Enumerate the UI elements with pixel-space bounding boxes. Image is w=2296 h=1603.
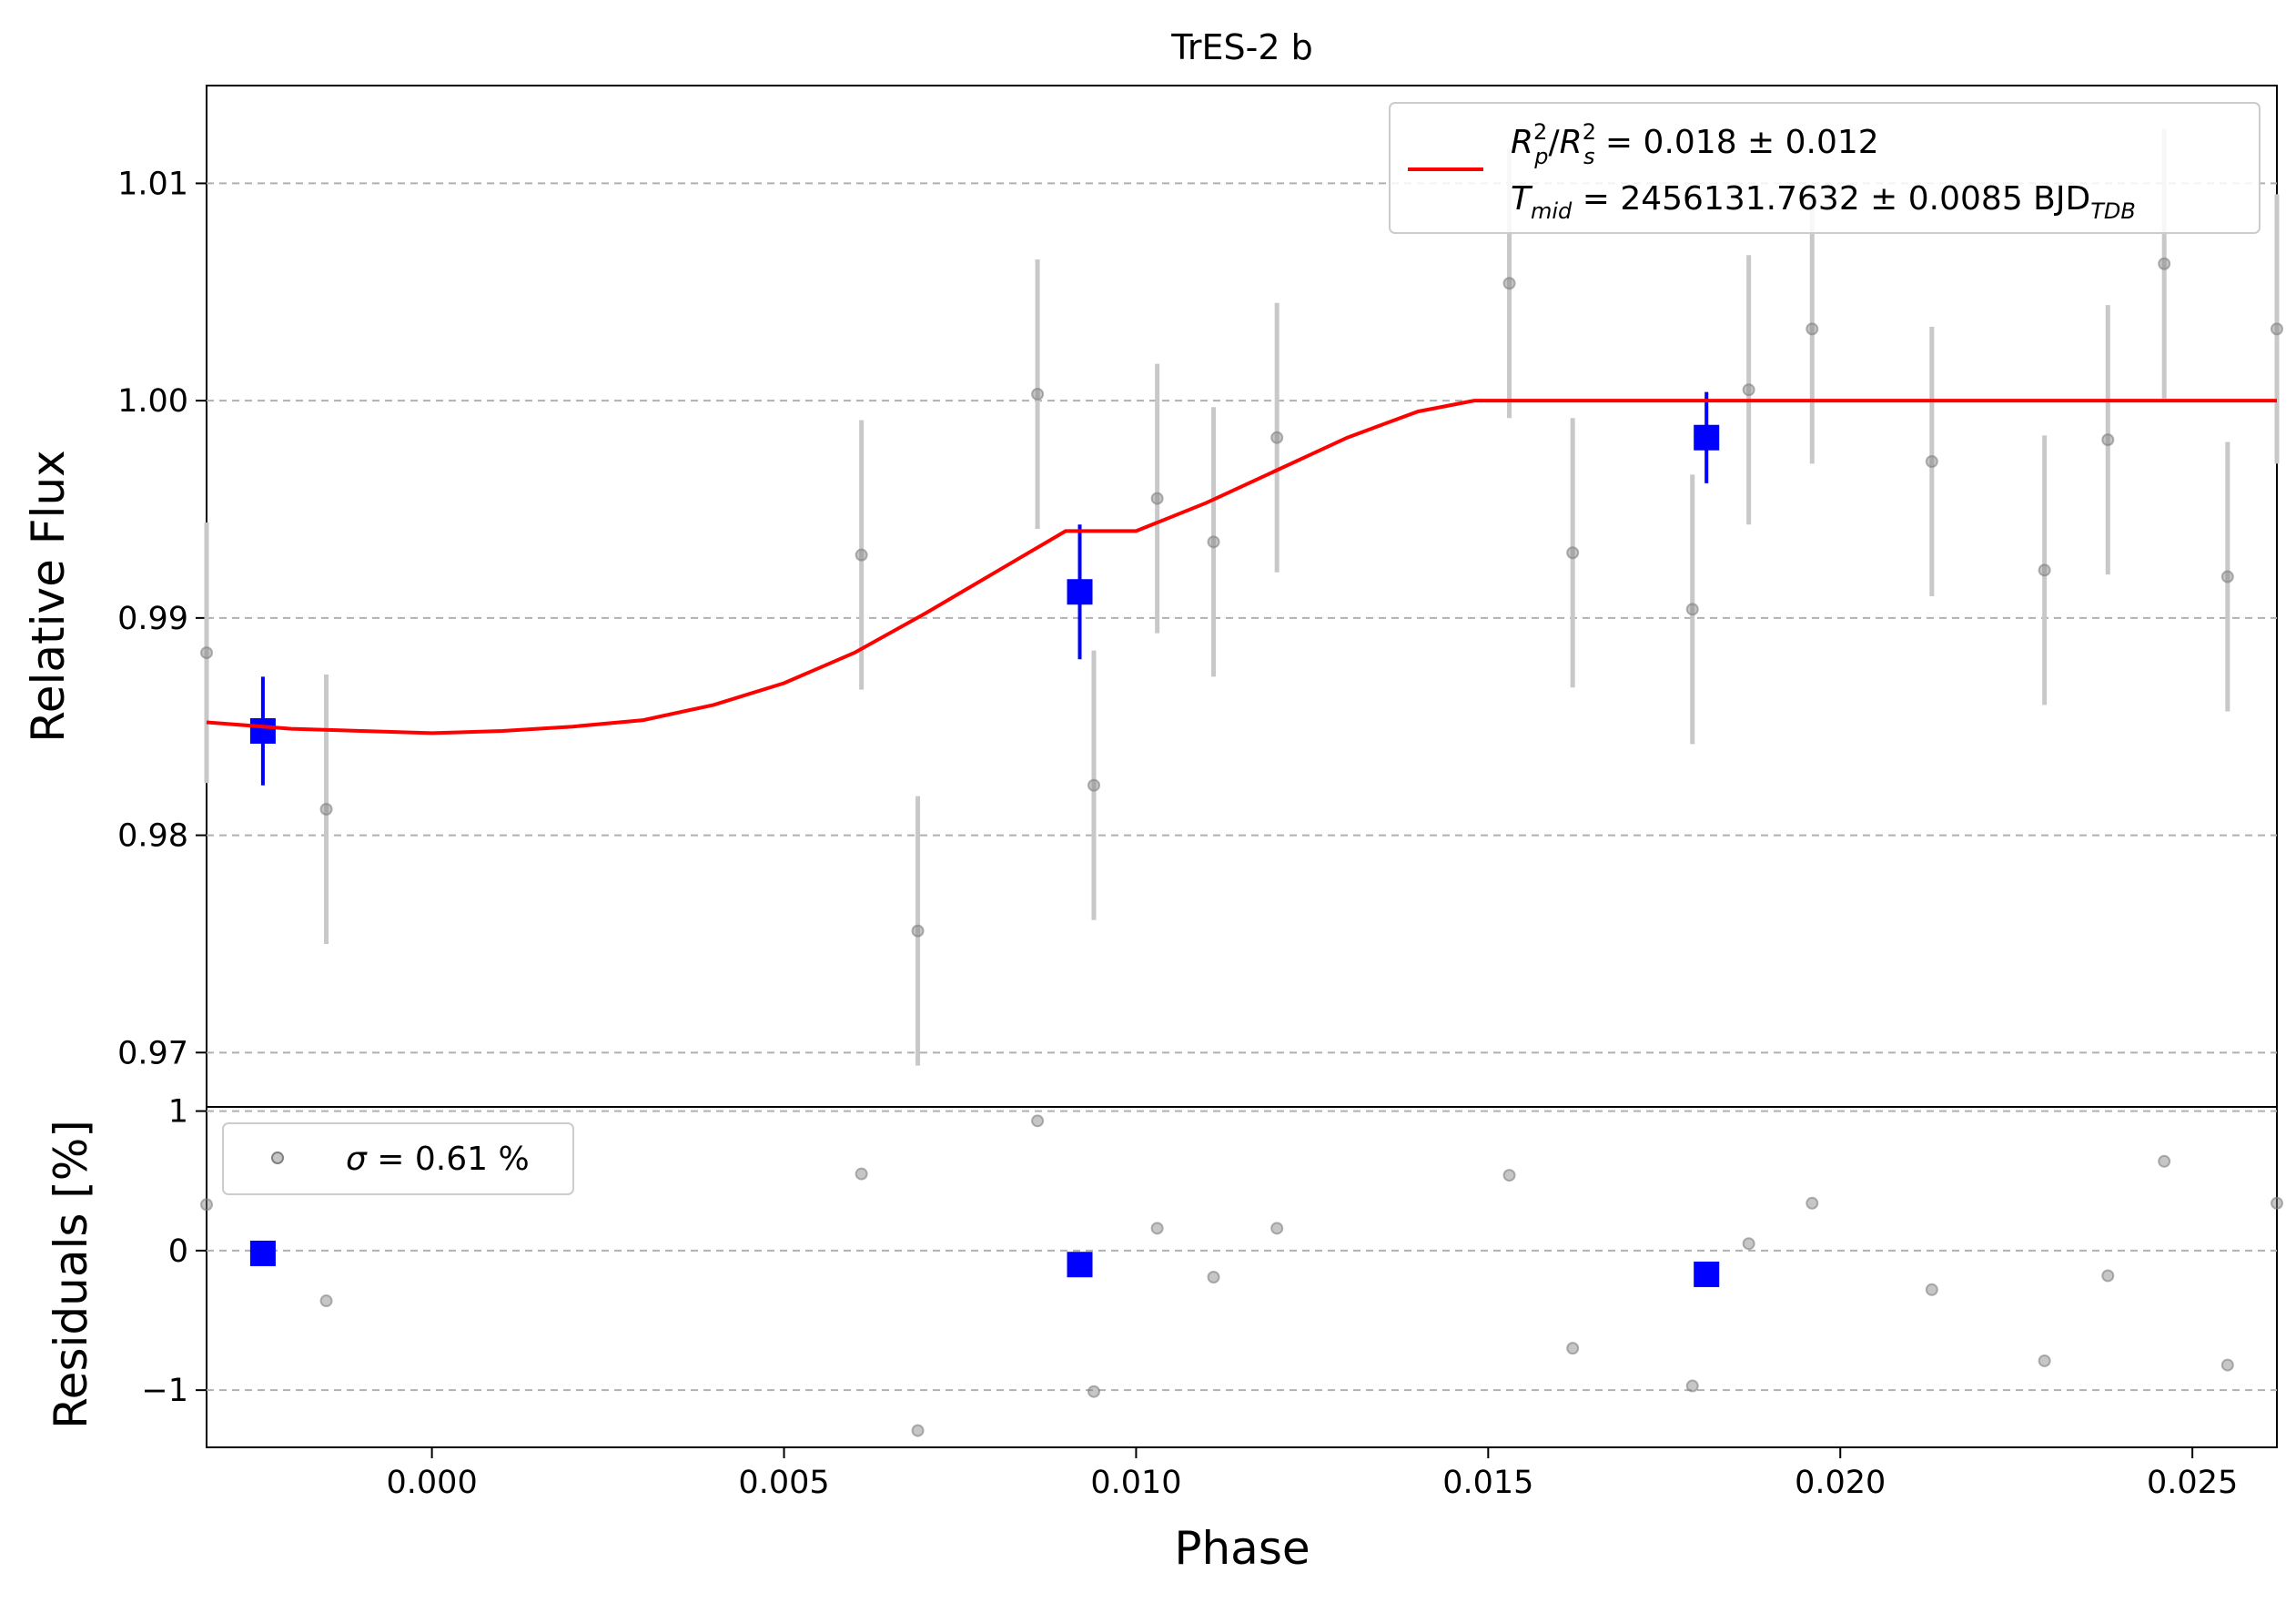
flux-data-point: [1150, 492, 1164, 505]
flux-y-tick-label: 0.97: [117, 1035, 188, 1071]
x-tick-label: 0.000: [387, 1465, 478, 1501]
flux-legend: R2 p/R2 s = 0.018 ± 0.012 Tmid = 2456131.7…: [1389, 102, 2261, 234]
residuals-data-point: [2271, 1196, 2283, 1210]
residuals-binned-point: [1067, 1252, 1093, 1278]
residuals-data-point: [1150, 1222, 1164, 1235]
residuals-panel: −1 0 1 0.000 0.005 0.010 0.015 0.020 0.025: [141, 1094, 2283, 1501]
residuals-data-point: [911, 1424, 925, 1437]
flux-data-point: [2158, 257, 2171, 270]
flux-legend-box: [1389, 102, 2261, 234]
residuals-series: [200, 1114, 2283, 1437]
residuals-y-axis-label: Residuals [%]: [45, 1120, 97, 1429]
residuals-legend-text: σ = 0.61 %: [346, 1141, 530, 1178]
x-tick-label: 0.020: [1795, 1465, 1886, 1501]
residuals-legend-box: [222, 1122, 574, 1195]
legend-radius-ratio-r2: R: [1560, 124, 1583, 161]
flux-y-tick-label: 0.99: [117, 601, 188, 637]
flux-data-point: [2271, 322, 2283, 336]
residuals-data-point: [1207, 1271, 1220, 1283]
flux-data-point: [1685, 603, 1699, 616]
residuals-y-tick-label: −1: [141, 1373, 188, 1409]
legend-radius-ratio-sup2: 2: [1583, 119, 1596, 145]
legend-mid-transit-t: T: [1511, 180, 1533, 218]
residuals-x-ticks: 0.000 0.005 0.010 0.015 0.020 0.025: [387, 1447, 2238, 1501]
residuals-data-point: [1087, 1385, 1100, 1398]
residuals-binned-point: [1694, 1261, 1720, 1287]
flux-series: [200, 128, 2283, 1066]
flux-y-tick-label: 1.00: [117, 383, 188, 420]
flux-data-point: [1925, 454, 1938, 468]
flux-model-curve: [206, 399, 2277, 736]
flux-data-point: [1031, 387, 1045, 401]
x-axis-label: Phase: [1174, 1522, 1310, 1575]
flux-data-point: [2101, 433, 2115, 447]
residuals-grid: [207, 1110, 2277, 1392]
flux-data-point: [1207, 535, 1220, 549]
residuals-data-point: [1742, 1237, 1755, 1251]
residuals-legend-marker: [271, 1152, 284, 1164]
legend-mid-transit: Tmid = 2456131.7632 ± 0.0085 BJDTDB: [1511, 180, 2136, 224]
flux-data-point: [855, 548, 868, 562]
flux-data-point: [1742, 383, 1755, 397]
residuals-data-point: [1685, 1379, 1699, 1393]
legend-mid-transit-value: = 2456131.7632 ± 0.0085 BJD: [1572, 180, 2090, 218]
flux-binned-point: [249, 718, 276, 745]
residuals-data-point: [200, 1198, 213, 1212]
residuals-data-point: [2220, 1358, 2234, 1372]
residuals-data-point: [1502, 1169, 1516, 1182]
residuals-data-point: [2038, 1354, 2051, 1367]
residuals-legend: σ = 0.61 %: [222, 1122, 574, 1195]
flux-data-point: [1502, 277, 1516, 290]
residuals-y-tick-label: 0: [168, 1233, 188, 1270]
flux-data-point: [1270, 431, 1284, 444]
x-tick-label: 0.015: [1442, 1465, 1533, 1501]
chart-title: TrES-2 b: [1170, 27, 1312, 67]
flux-y-tick-label: 1.01: [117, 166, 188, 202]
flux-panel: 0.97 0.98 0.99 1.00 1.01: [117, 85, 2283, 1108]
flux-y-ticks: 0.97 0.98 0.99 1.00 1.01: [117, 166, 207, 1071]
legend-radius-ratio-sub-p: p: [1533, 144, 1548, 169]
x-tick-label: 0.025: [2147, 1465, 2238, 1501]
flux-binned-point: [1694, 424, 1720, 451]
legend-mid-transit-tdb: TDB: [2090, 198, 2136, 224]
residuals-data-point: [1925, 1283, 1938, 1296]
residuals-plot-area: [206, 1106, 2278, 1448]
residuals-binned-point: [249, 1240, 276, 1266]
residuals-data-point: [855, 1167, 868, 1181]
flux-data-point: [1566, 546, 1580, 560]
x-tick-label: 0.010: [1090, 1465, 1181, 1501]
legend-radius-ratio: R2 p/R2 s = 0.018 ± 0.012: [1511, 119, 1879, 169]
legend-mid-transit-sub: mid: [1531, 198, 1573, 224]
residuals-data-point: [1031, 1114, 1045, 1128]
x-tick-label: 0.005: [738, 1465, 829, 1501]
residuals-y-tick-label: 1: [168, 1094, 188, 1131]
legend-radius-ratio-sup1: 2: [1533, 119, 1547, 145]
residuals-data-point: [1805, 1196, 1819, 1210]
flux-binned-point: [1067, 579, 1093, 605]
legend-radius-ratio-r1: R: [1511, 124, 1533, 161]
flux-y-axis-label: Relative Flux: [22, 450, 75, 742]
residuals-data-point: [2101, 1269, 2115, 1283]
flux-data-point: [1087, 778, 1100, 792]
flux-data-point: [319, 802, 333, 816]
residuals-legend-sigma: σ: [346, 1141, 368, 1178]
residuals-legend-value: = 0.61 %: [367, 1141, 530, 1178]
flux-data-point: [200, 646, 213, 660]
flux-data-point: [2220, 570, 2234, 583]
flux-y-tick-label: 0.98: [117, 818, 188, 855]
residuals-data-point: [1566, 1342, 1580, 1355]
flux-data-point: [911, 924, 925, 938]
residuals-y-ticks: −1 0 1: [141, 1094, 207, 1409]
residuals-data-point: [1270, 1222, 1284, 1235]
residuals-data-point: [2158, 1154, 2171, 1168]
flux-data-point: [1805, 322, 1819, 336]
residuals-data-point: [319, 1294, 333, 1308]
flux-data-point: [2038, 563, 2051, 577]
legend-radius-ratio-slash: /: [1549, 124, 1561, 161]
legend-radius-ratio-value: = 0.018 ± 0.012: [1594, 124, 1878, 161]
legend-radius-ratio-sub-s: s: [1583, 144, 1595, 169]
